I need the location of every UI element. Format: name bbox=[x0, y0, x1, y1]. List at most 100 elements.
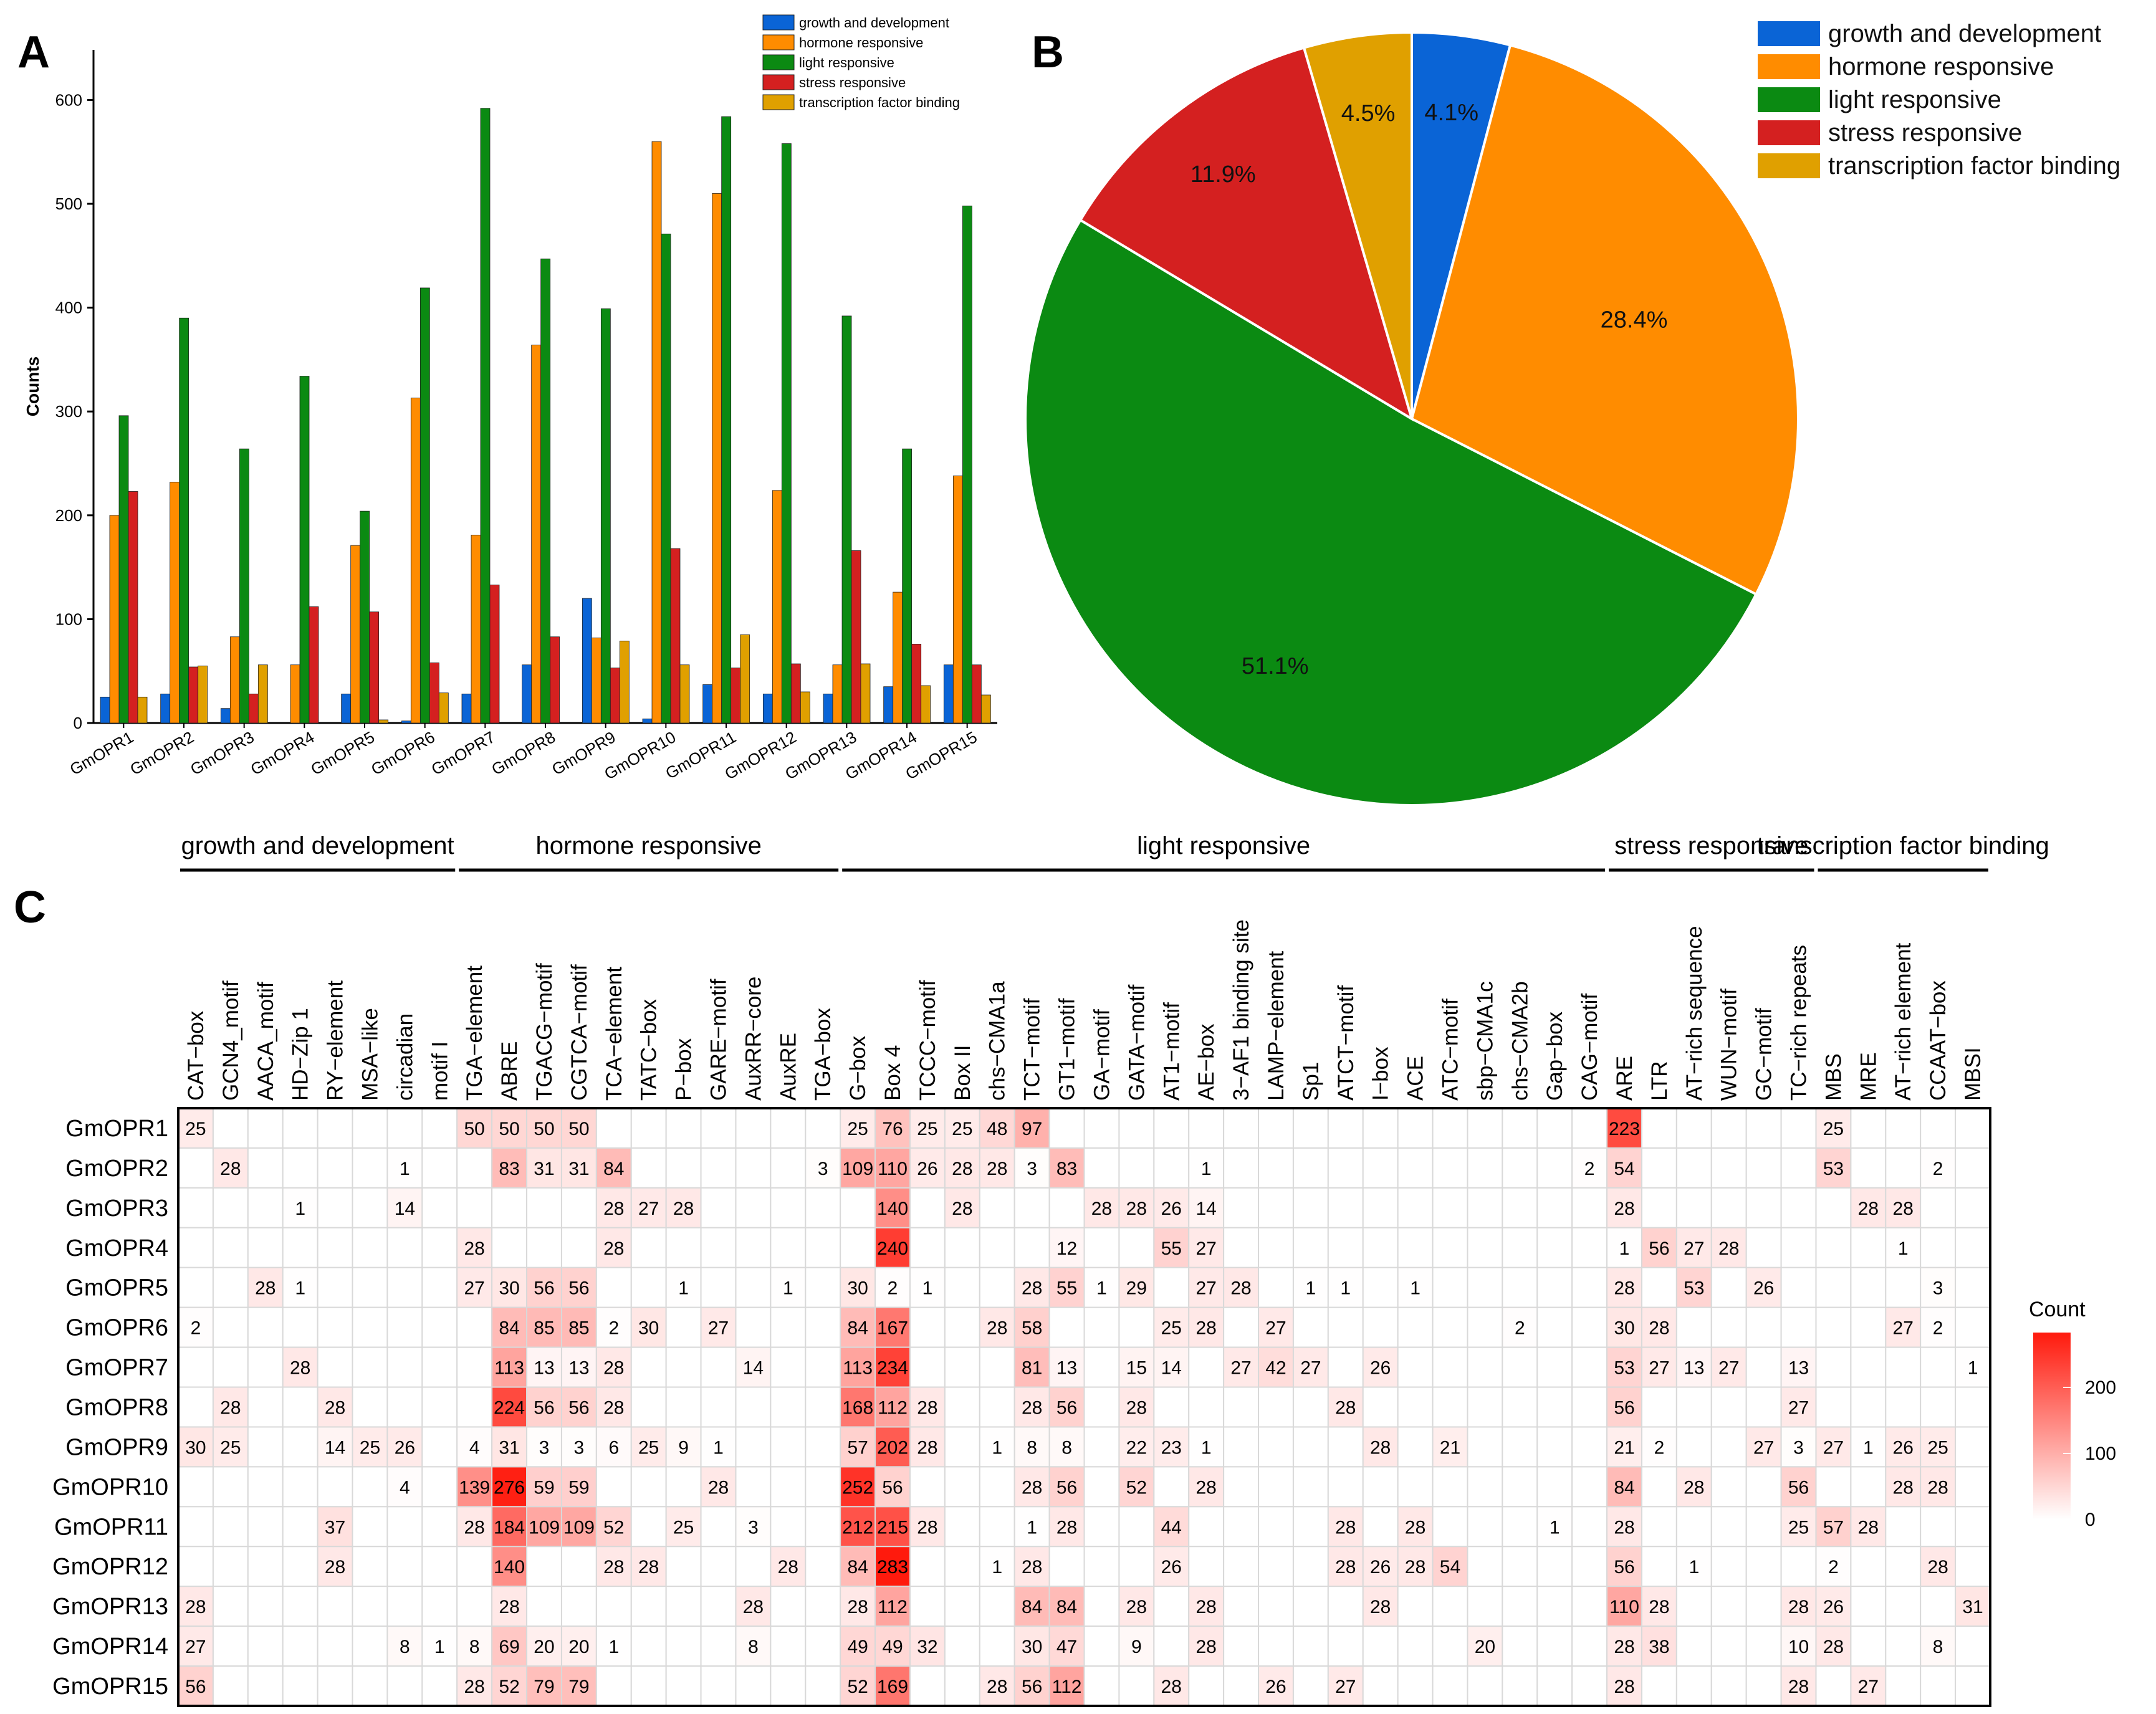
bar-GmOPR10-5 bbox=[680, 665, 689, 723]
heatmap-value: 26 bbox=[1370, 1358, 1391, 1379]
x-tick-label: GmOPR6 bbox=[368, 727, 438, 778]
heatmap-cell bbox=[666, 1228, 701, 1268]
heatmap-cell bbox=[1398, 1387, 1433, 1427]
row-label: GmOPR3 bbox=[65, 1195, 168, 1222]
column-label: GATA−motif bbox=[1124, 984, 1149, 1101]
heatmap-cell bbox=[387, 1666, 422, 1706]
heatmap-cell bbox=[1885, 1626, 1920, 1666]
heatmap-cell bbox=[422, 1308, 457, 1348]
heatmap-cell bbox=[805, 1506, 840, 1546]
heatmap-cell bbox=[1433, 1666, 1468, 1706]
column-label: GT1−motif bbox=[1055, 998, 1080, 1101]
heatmap-cell bbox=[1363, 1108, 1398, 1148]
heatmap-value: 234 bbox=[877, 1358, 908, 1379]
heatmap-cell bbox=[1224, 1188, 1258, 1228]
heatmap-value: 50 bbox=[499, 1119, 519, 1139]
heatmap-value: 54 bbox=[1440, 1557, 1460, 1578]
heatmap-value: 28 bbox=[1056, 1517, 1077, 1538]
heatmap-cell bbox=[735, 1108, 770, 1148]
heatmap-cell bbox=[701, 1348, 736, 1387]
heatmap-value: 26 bbox=[1823, 1597, 1844, 1617]
heatmap-cell bbox=[735, 1148, 770, 1188]
heatmap-value: 215 bbox=[877, 1517, 908, 1538]
heatmap-cell bbox=[1572, 1228, 1607, 1268]
heatmap-cell bbox=[805, 1467, 840, 1506]
heatmap-cell bbox=[457, 1546, 492, 1586]
heatmap-cell bbox=[666, 1666, 701, 1706]
heatmap-cell bbox=[945, 1348, 980, 1387]
heatmap-value: 30 bbox=[499, 1278, 519, 1299]
heatmap-cell bbox=[1537, 1467, 1572, 1506]
column-label: CCAAT−box bbox=[1926, 980, 1950, 1101]
bar-GmOPR5-5 bbox=[379, 720, 388, 723]
heatmap-cell bbox=[1537, 1308, 1572, 1348]
heatmap-cell bbox=[1467, 1148, 1502, 1188]
heatmap-cell bbox=[492, 1228, 527, 1268]
heatmap-value: 167 bbox=[877, 1318, 908, 1339]
bar-GmOPR2-3 bbox=[180, 318, 189, 723]
panel-c-column-labels: CAT−box GCN4_motif AACA_motif HD−Zip 1 RY−el… bbox=[184, 919, 1985, 1101]
heatmap-cell bbox=[1572, 1387, 1607, 1427]
heatmap-cell bbox=[1955, 1188, 1990, 1228]
column-label: GA−motif bbox=[1090, 1009, 1114, 1101]
heatmap-cell bbox=[1433, 1188, 1468, 1228]
heatmap-cell bbox=[1677, 1148, 1712, 1188]
heatmap-cell bbox=[178, 1387, 213, 1427]
column-label: AT1−motif bbox=[1159, 1002, 1184, 1101]
panel-c: C growth and development hormone responsi… bbox=[14, 832, 2116, 1706]
heatmap-cell bbox=[770, 1506, 805, 1546]
bar-GmOPR3-2 bbox=[230, 637, 239, 723]
panel-b-pie: 4.1%28.4%51.1%11.9%4.5% bbox=[1025, 32, 1798, 805]
column-label: G−box bbox=[846, 1035, 870, 1101]
heatmap-cell bbox=[1537, 1348, 1572, 1387]
heatmap-value: 109 bbox=[563, 1517, 595, 1538]
heatmap-value: 3 bbox=[1793, 1437, 1804, 1458]
heatmap-cell bbox=[283, 1108, 318, 1148]
heatmap-cell bbox=[910, 1348, 945, 1387]
heatmap-value: 28 bbox=[917, 1437, 937, 1458]
heatmap-value: 1 bbox=[992, 1557, 1002, 1578]
heatmap-value: 1 bbox=[295, 1278, 305, 1299]
heatmap-cell bbox=[1258, 1427, 1293, 1467]
heatmap-cell bbox=[1746, 1308, 1781, 1348]
heatmap-cell bbox=[1119, 1506, 1154, 1546]
heatmap-cell bbox=[318, 1467, 353, 1506]
heatmap-cell bbox=[1433, 1467, 1468, 1506]
heatmap-cell bbox=[1572, 1666, 1607, 1706]
heatmap-value: 26 bbox=[1753, 1278, 1774, 1299]
heatmap-cell bbox=[387, 1586, 422, 1626]
heatmap-cell bbox=[1398, 1626, 1433, 1666]
heatmap-value: 30 bbox=[185, 1437, 206, 1458]
colorbar-tick-label: 0 bbox=[2085, 1510, 2096, 1530]
heatmap-cell bbox=[1955, 1546, 1990, 1586]
heatmap-value: 28 bbox=[464, 1677, 484, 1697]
heatmap-value: 30 bbox=[638, 1318, 659, 1339]
heatmap-cell bbox=[1712, 1268, 1746, 1308]
heatmap-value: 27 bbox=[1718, 1358, 1739, 1379]
heatmap-value: 85 bbox=[534, 1318, 554, 1339]
panel-a-label: A bbox=[17, 27, 50, 77]
heatmap-cell bbox=[353, 1108, 388, 1148]
heatmap-value: 52 bbox=[847, 1677, 868, 1697]
heatmap-value: 56 bbox=[1056, 1398, 1077, 1419]
heatmap-cell bbox=[1746, 1586, 1781, 1626]
column-label: TGA−element bbox=[462, 965, 487, 1101]
heatmap-value: 3 bbox=[539, 1437, 550, 1458]
legend-label: transcription factor binding bbox=[799, 95, 960, 110]
heatmap-cell bbox=[631, 1626, 666, 1666]
heatmap-cell bbox=[1502, 1666, 1537, 1706]
x-tick-label: GmOPR5 bbox=[307, 727, 378, 778]
column-label: CAG−motif bbox=[1578, 993, 1602, 1101]
heatmap-cell bbox=[1119, 1308, 1154, 1348]
heatmap-cell bbox=[910, 1666, 945, 1706]
heatmap-cell bbox=[1433, 1148, 1468, 1188]
heatmap-cell bbox=[1328, 1626, 1363, 1666]
heatmap-value: 28 bbox=[1893, 1199, 1914, 1219]
legend-swatch bbox=[763, 55, 794, 70]
heatmap-value: 27 bbox=[1684, 1238, 1704, 1259]
heatmap-value: 28 bbox=[603, 1398, 624, 1419]
heatmap-cell bbox=[631, 1108, 666, 1148]
heatmap-value: 2 bbox=[191, 1318, 201, 1339]
heatmap-value: 1 bbox=[1550, 1517, 1560, 1538]
heatmap-value: 28 bbox=[220, 1398, 241, 1419]
